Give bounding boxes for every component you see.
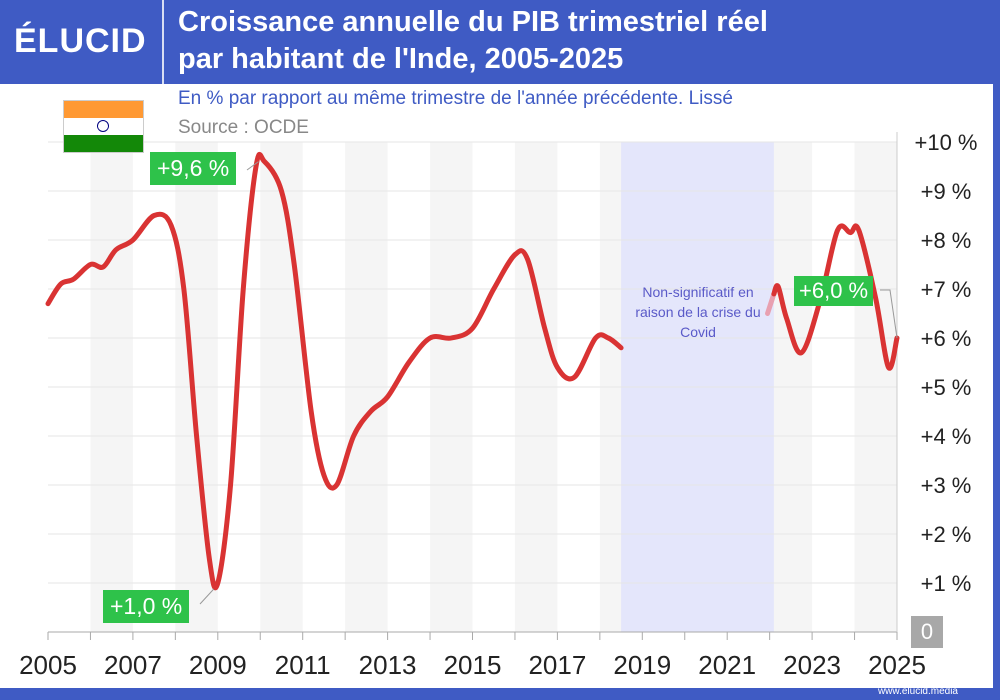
x-tick-label: 2005 bbox=[19, 650, 77, 680]
min-value-leader bbox=[199, 588, 215, 605]
last-value-label: +6,0 % bbox=[794, 276, 874, 306]
y-tick-label: +8 % bbox=[921, 228, 972, 253]
y-tick-label: +7 % bbox=[921, 277, 972, 302]
max-value-label: +9,6 % bbox=[150, 152, 237, 185]
website-url: www.elucid.media bbox=[877, 686, 958, 697]
header bbox=[0, 0, 1000, 84]
x-tick-label: 2019 bbox=[613, 650, 671, 680]
x-tick-label: 2021 bbox=[698, 650, 756, 680]
x-tick-label: 2017 bbox=[528, 650, 586, 680]
covid-note: Non-significatif en raison de la crise d… bbox=[635, 284, 761, 340]
zero-badge: 0 bbox=[911, 616, 943, 648]
elucid-logo: ÉLUCID bbox=[14, 22, 147, 60]
x-tick-label: 2011 bbox=[275, 650, 331, 680]
x-tick-label: 2023 bbox=[783, 650, 841, 680]
chart-subtitle: En % par rapport au même trimestre de l'… bbox=[178, 88, 733, 109]
x-tick-label: 2009 bbox=[189, 650, 247, 680]
chart-title: Croissance annuelle du PIB trimestriel r… bbox=[178, 4, 768, 78]
min-value-label: +1,0 % bbox=[103, 590, 190, 623]
frame-bottom bbox=[0, 688, 1000, 700]
y-tick-label: +3 % bbox=[921, 473, 972, 498]
y-tick-label: +10 % bbox=[915, 130, 978, 155]
title-line-2: par habitant de l'Inde, 2005-2025 bbox=[178, 43, 624, 75]
y-tick-label: +5 % bbox=[921, 375, 972, 400]
x-tick-label: 2013 bbox=[359, 650, 417, 680]
header-divider bbox=[162, 0, 164, 84]
max-value-leader bbox=[246, 161, 259, 171]
last-value-leader bbox=[880, 289, 898, 339]
y-tick-label: +6 % bbox=[921, 326, 972, 351]
source-note: Source : OCDE bbox=[178, 117, 309, 138]
x-tick-label: 2007 bbox=[104, 650, 162, 680]
y-tick-label: +9 % bbox=[921, 179, 972, 204]
series-line-pre-covid bbox=[45, 152, 624, 591]
title-line-1: Croissance annuelle du PIB trimestriel r… bbox=[178, 6, 768, 38]
india-flag-icon bbox=[63, 100, 144, 153]
frame-right bbox=[993, 84, 1000, 700]
y-tick-label: +2 % bbox=[921, 522, 972, 547]
y-tick-label: +1 % bbox=[921, 571, 972, 596]
y-tick-label: +4 % bbox=[921, 424, 972, 449]
x-tick-label: 2025 bbox=[868, 650, 926, 680]
series-line-post-covid bbox=[771, 223, 900, 371]
x-tick-label: 2015 bbox=[444, 650, 502, 680]
